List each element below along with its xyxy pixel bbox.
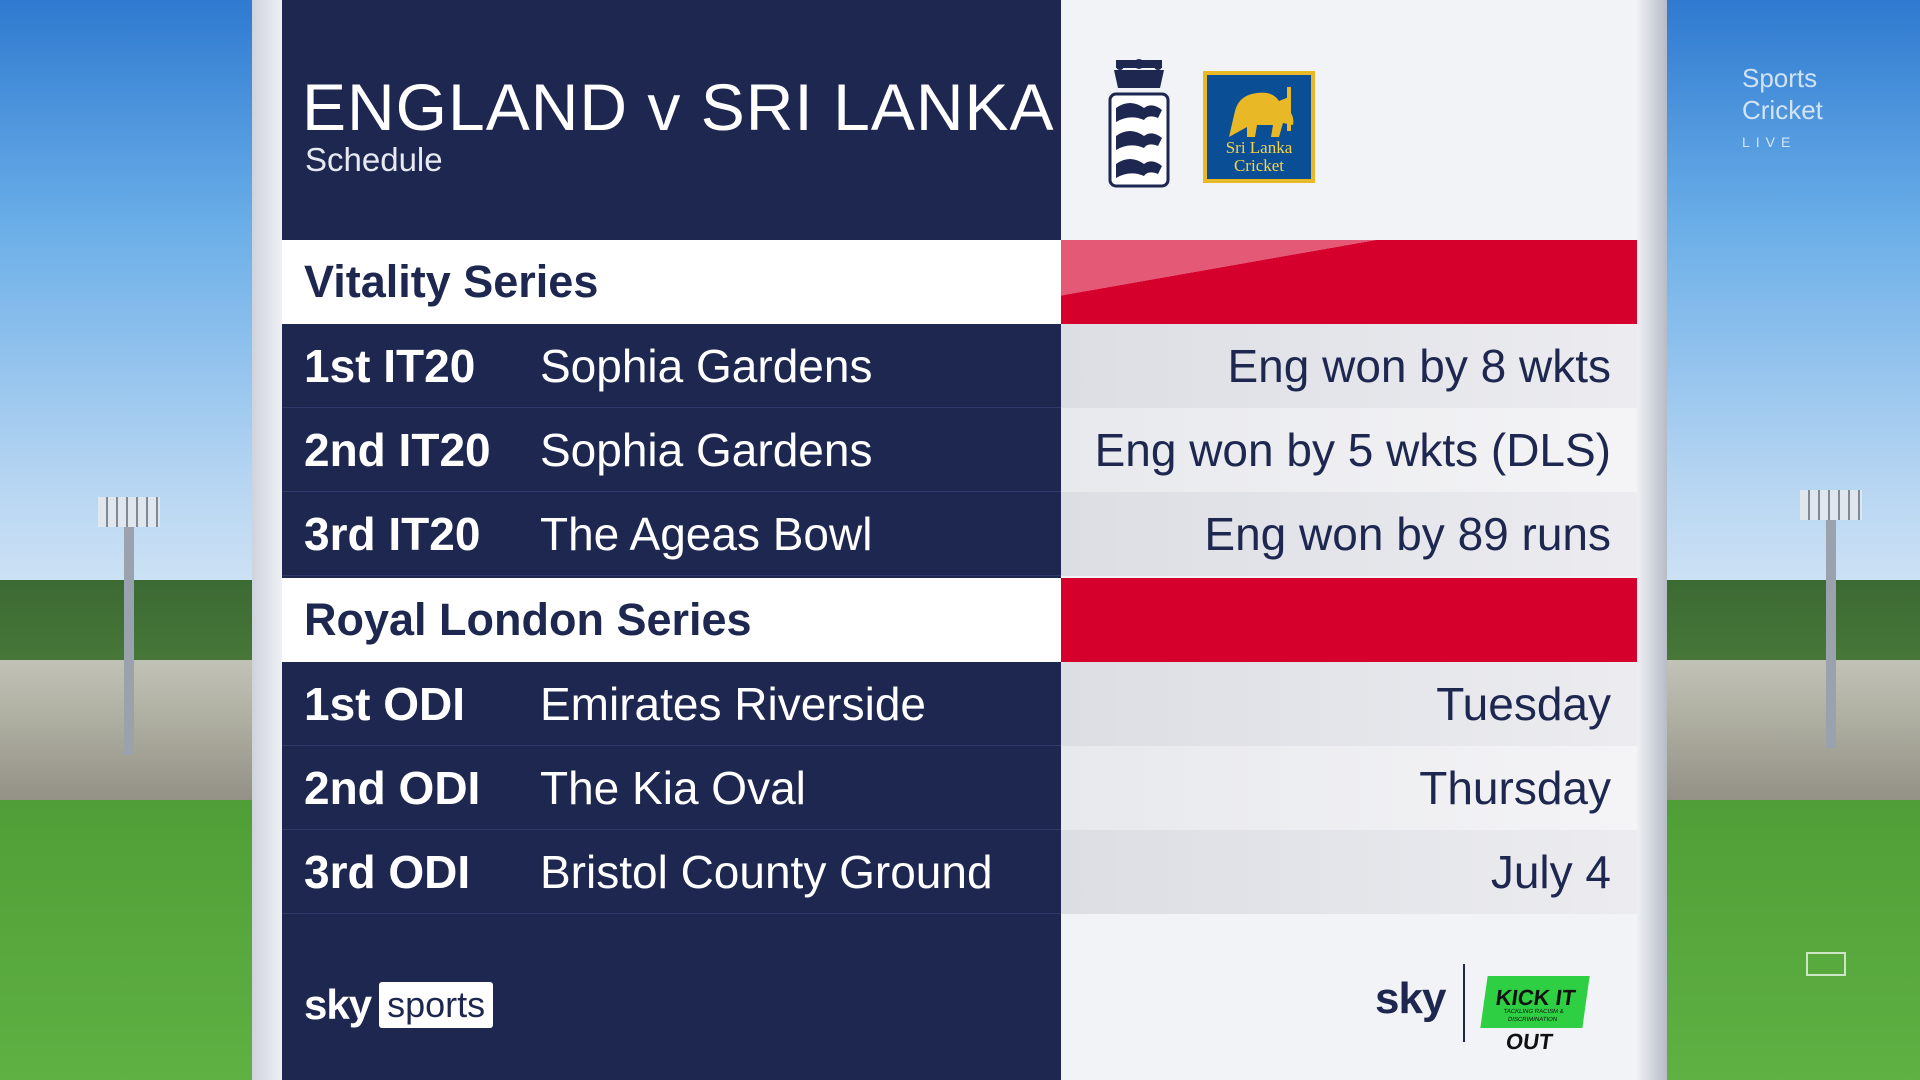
sri-lanka-cricket-text: Sri Lanka Cricket bbox=[1225, 138, 1293, 175]
table-row: 3rd ODI Bristol County Ground July 4 bbox=[282, 830, 1637, 914]
lion-icon bbox=[1229, 87, 1294, 137]
sky-sports-logo-sky: sky bbox=[304, 981, 372, 1028]
match-result: July 4 bbox=[1490, 846, 1611, 898]
series-name: Royal London Series bbox=[304, 594, 752, 645]
channel-live-label: LIVE bbox=[1742, 134, 1797, 150]
match-label: 3rd IT20 bbox=[304, 508, 481, 560]
match-venue: The Ageas Bowl bbox=[540, 508, 873, 560]
match-label: 3rd ODI bbox=[304, 846, 471, 898]
page-title: ENGLAND v SRI LANKA bbox=[302, 70, 1055, 144]
table-row: 2nd IT20 Sophia Gardens Eng won by 5 wkt… bbox=[282, 408, 1637, 492]
table-row: 1st IT20 Sophia Gardens Eng won by 8 wkt… bbox=[282, 324, 1637, 408]
match-result: Eng won by 89 runs bbox=[1204, 508, 1611, 560]
table-row: 3rd IT20 The Ageas Bowl Eng won by 89 ru… bbox=[282, 492, 1637, 576]
match-label: 1st ODI bbox=[304, 678, 466, 730]
match-venue: Bristol County Ground bbox=[540, 846, 993, 898]
page-subtitle: Schedule bbox=[305, 141, 443, 178]
sri-lanka-cricket-crest: Sri Lanka Cricket bbox=[1203, 71, 1315, 183]
match-result: Eng won by 8 wkts bbox=[1227, 340, 1611, 392]
sky-sports-logo-sports: sports bbox=[379, 982, 494, 1028]
floodlight-right bbox=[1800, 490, 1862, 748]
match-label: 1st IT20 bbox=[304, 340, 476, 392]
kick-it-out-tagline: TACKLING RACISM & DISCRIMINATION bbox=[1503, 1009, 1565, 1023]
series-accent-red bbox=[1061, 240, 1637, 324]
series-header-royal-london: Royal London Series bbox=[282, 578, 1637, 662]
panel-frame-right bbox=[1637, 0, 1667, 1080]
screen-icon bbox=[1806, 952, 1846, 976]
series-header-vitality: Vitality Series bbox=[282, 240, 1637, 324]
table-row: 2nd ODI The Kia Oval Thursday bbox=[282, 746, 1637, 830]
floodlight-left bbox=[98, 497, 160, 755]
kick-it-out-logo: KICK IT OUT TACKLING RACISM & DISCRIMINA… bbox=[1480, 976, 1590, 1054]
channel-line-1: Sports bbox=[1742, 63, 1818, 93]
match-result: Thursday bbox=[1419, 762, 1611, 814]
series-accent-red bbox=[1061, 578, 1637, 662]
footer-divider bbox=[1463, 964, 1465, 1042]
match-venue: Sophia Gardens bbox=[540, 340, 873, 392]
match-result: Eng won by 5 wkts (DLS) bbox=[1094, 424, 1611, 476]
panel-frame-left bbox=[252, 0, 282, 1080]
match-label: 2nd IT20 bbox=[304, 424, 491, 476]
sky-sports-logo: sky sports bbox=[304, 980, 494, 1030]
channel-line-2: Cricket bbox=[1742, 95, 1823, 125]
channel-watermark: Sports Cricket LIVE bbox=[1742, 62, 1860, 154]
match-venue: Emirates Riverside bbox=[540, 678, 926, 730]
match-venue: Sophia Gardens bbox=[540, 424, 873, 476]
match-result: Tuesday bbox=[1436, 678, 1611, 730]
table-row: 1st ODI Emirates Riverside Tuesday bbox=[282, 662, 1637, 746]
three-lions-crest-icon bbox=[1108, 59, 1170, 188]
match-venue: The Kia Oval bbox=[540, 762, 806, 814]
sky-logo: sky bbox=[1375, 974, 1446, 1023]
series-name: Vitality Series bbox=[304, 256, 599, 307]
match-label: 2nd ODI bbox=[304, 762, 481, 814]
